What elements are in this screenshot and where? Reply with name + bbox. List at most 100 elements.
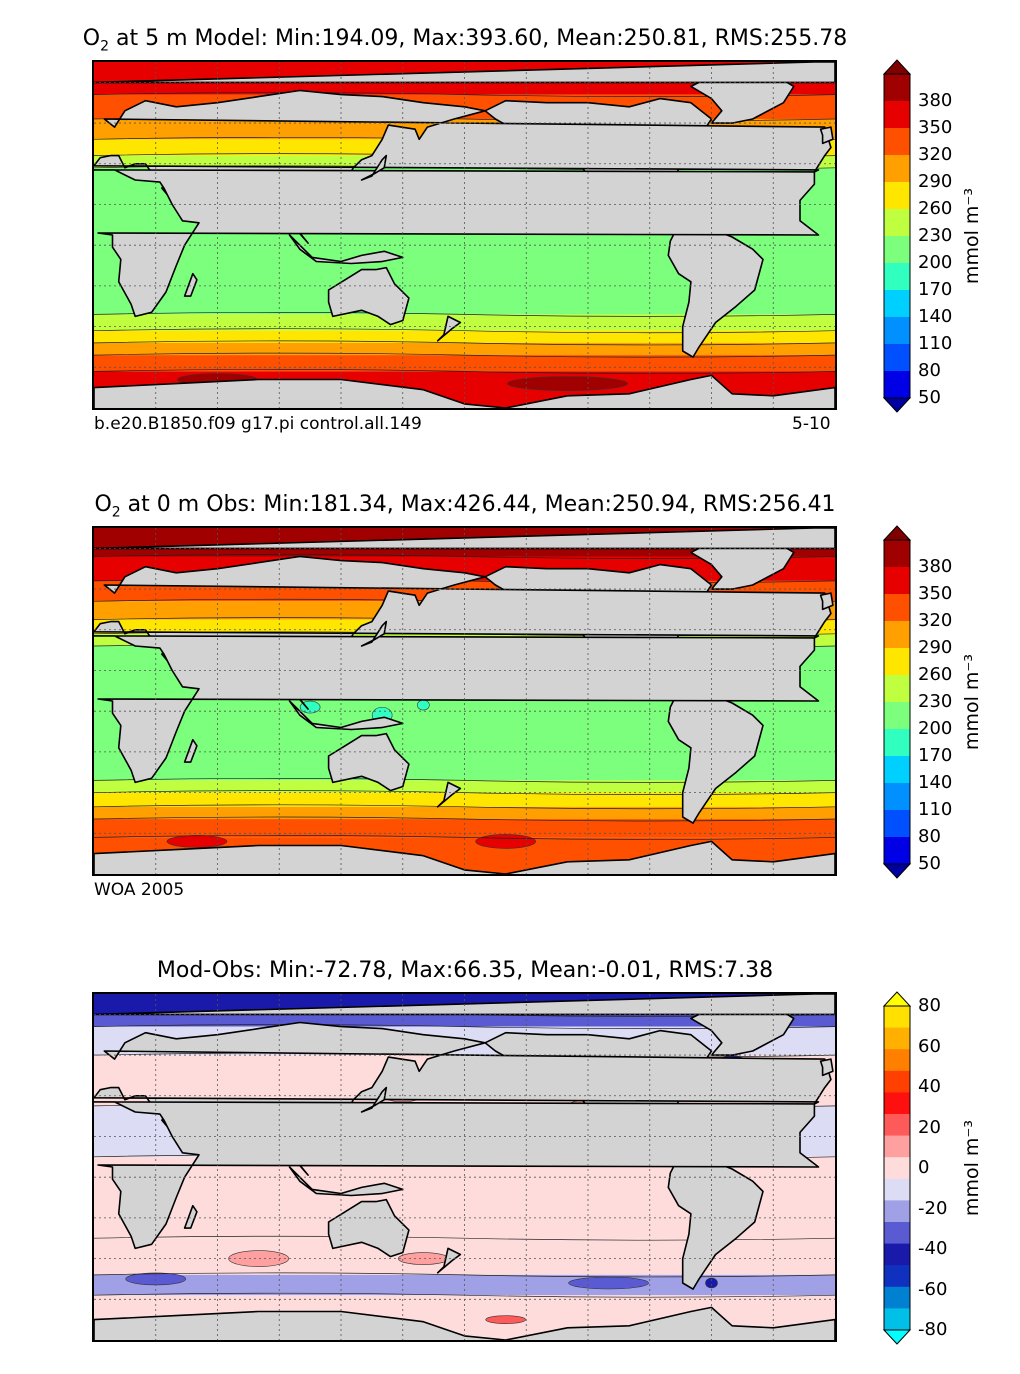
contour-blob	[228, 1250, 289, 1267]
colorbar-tick-label: 0	[918, 1157, 930, 1178]
chart-title-model: O2 at 5 m Model: Min:194.09, Max:393.60,…	[82, 26, 848, 55]
contour-blob	[299, 700, 321, 714]
colorbar-segment	[884, 594, 910, 622]
colorbar-segment	[884, 209, 910, 237]
contour-line	[94, 835, 835, 840]
contour-blob	[485, 1315, 526, 1324]
land-new-zealand	[436, 315, 462, 342]
contour-blob	[568, 1276, 649, 1290]
colorbar-segment	[884, 1286, 910, 1309]
land-africa	[94, 1101, 820, 1250]
land-uk	[819, 1058, 834, 1077]
colorbar-obs	[882, 525, 912, 879]
colorbar-segment	[884, 837, 910, 865]
colorbar-arrow-bottom	[882, 397, 912, 413]
chart-title-diff: Mod-Obs: Min:-72.78, Max:66.35, Mean:-0.…	[156, 958, 774, 983]
colorbar-segment	[884, 540, 910, 568]
contour-blob	[705, 1277, 718, 1289]
colorbar-segment	[884, 155, 910, 183]
caption-years: 5-10	[792, 414, 831, 434]
colorbar-segment	[884, 1049, 910, 1072]
colorbar-tick-label: 200	[918, 252, 953, 273]
colorbar-segment	[884, 621, 910, 649]
colorbar-tick-label: -60	[918, 1278, 948, 1300]
colorbar-tick-label: 170	[918, 745, 953, 766]
land-africa	[94, 169, 820, 318]
colorbar-segment	[884, 1157, 910, 1180]
contour-blob	[417, 699, 430, 711]
colorbar-label: mmol m⁻³	[961, 187, 984, 285]
land-south-america	[667, 1154, 764, 1290]
colorbar-segment	[884, 128, 910, 156]
colorbar-segment	[884, 182, 910, 210]
colorbar-tick-label: 50	[918, 853, 941, 874]
land-south-america	[667, 688, 764, 824]
colorbar-segment	[884, 101, 910, 129]
colorbar-tick-label: 60	[918, 1035, 941, 1057]
colorbar-tick-label: 80	[918, 995, 941, 1016]
colorbar-segment	[884, 317, 910, 345]
colorbar-segment	[884, 1178, 910, 1201]
caption-case: b.e20.B1850.f09 g17.pi control.all.149	[94, 414, 422, 434]
land-madagascar	[183, 272, 198, 297]
colorbar-segment	[884, 1135, 910, 1158]
land-new-zealand	[436, 781, 462, 808]
colorbar-arrow-top	[882, 59, 912, 75]
map-model	[92, 60, 837, 410]
colorbar-segment	[884, 729, 910, 757]
colorbar-tick-label: 260	[918, 664, 953, 685]
land-australia	[327, 732, 410, 792]
colorbar-segment	[884, 1200, 910, 1223]
colorbar-tick-label: 110	[918, 799, 953, 820]
colorbar-segment	[884, 290, 910, 318]
colorbar-tick-label: 350	[918, 117, 953, 138]
colorbar-tick-label: 140	[918, 772, 953, 793]
land-japan	[360, 620, 388, 647]
colorbar-arrow-top	[882, 991, 912, 1007]
land-japan	[360, 1086, 388, 1113]
colorbar-segment	[884, 1243, 910, 1266]
colorbar-segment	[884, 1308, 910, 1331]
contour-line	[94, 369, 835, 374]
colorbar-diff	[882, 991, 912, 1345]
colorbar-label: mmol m⁻³	[961, 1119, 984, 1217]
land-madagascar	[183, 738, 198, 763]
colorbar-arrow-bottom	[882, 1329, 912, 1345]
colorbar-tick-label: 320	[918, 144, 953, 165]
land-new-zealand	[436, 1247, 462, 1274]
colorbar-segment	[884, 1222, 910, 1245]
land-south-america	[667, 222, 764, 358]
colorbar-tick-label: 170	[918, 279, 953, 300]
colorbar-tick-label: 230	[918, 691, 953, 712]
colorbar-tick-label: 80	[918, 360, 941, 381]
colorbar-segment	[884, 263, 910, 291]
colorbar-tick-label: 200	[918, 718, 953, 739]
colorbar-tick-label: 380	[918, 556, 953, 577]
colorbar-tick-label: -80	[918, 1319, 948, 1340]
land-australia	[327, 1198, 410, 1258]
colorbar-segment	[884, 236, 910, 264]
caption-source: WOA 2005	[94, 880, 185, 900]
chart-title-obs: O2 at 0 m Obs: Min:181.34, Max:426.44, M…	[94, 492, 836, 521]
colorbar-tick-label: 260	[918, 198, 953, 219]
colorbar-tick-label: 140	[918, 306, 953, 327]
land-japan	[360, 154, 388, 181]
colorbar-tick-label: -20	[918, 1197, 948, 1219]
colorbar-tick-label: 350	[918, 583, 953, 604]
colorbar-tick-label: 20	[918, 1116, 941, 1138]
contour-line	[94, 804, 835, 810]
colorbar-segment	[884, 344, 910, 372]
colorbar-tick-label: 320	[918, 610, 953, 631]
colorbar-segment	[884, 1092, 910, 1115]
map-obs	[92, 526, 837, 876]
colorbar-tick-label: 290	[918, 637, 953, 658]
colorbar-segment	[884, 74, 910, 102]
contour-line	[94, 328, 835, 334]
colorbar-tick-label: 110	[918, 333, 953, 354]
colorbar-tick-label: 230	[918, 225, 953, 246]
colorbar-segment	[884, 1265, 910, 1288]
contour-blob	[166, 835, 228, 848]
land-madagascar	[183, 1204, 198, 1229]
contour-blob	[507, 376, 628, 391]
colorbar-segment	[884, 756, 910, 784]
